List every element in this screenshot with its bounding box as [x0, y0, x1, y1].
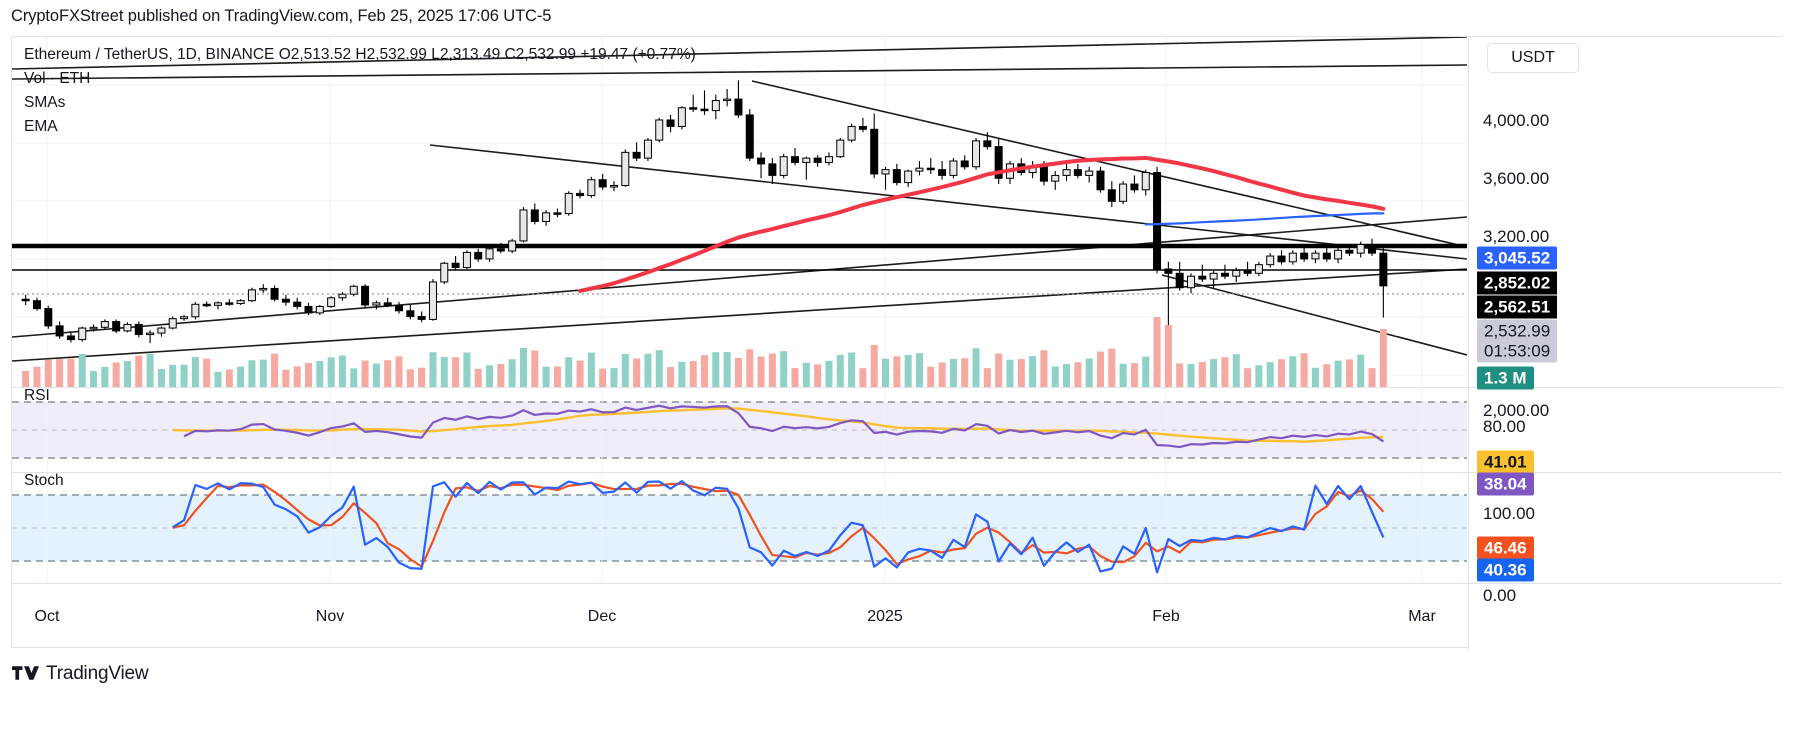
stoch-d-line [172, 481, 1385, 568]
rsi-plot-svg [12, 388, 1467, 472]
time-axis-label: Mar [1408, 608, 1436, 625]
price-vgridlines [46, 37, 1423, 387]
tradingview-wordmark: TradingView [46, 663, 149, 684]
volume-label[interactable]: 1.3 M [1477, 366, 1534, 390]
time-axis-label: 2025 [867, 608, 903, 625]
rsi-plot-area[interactable] [12, 388, 1467, 472]
rsi-label-value[interactable]: 38.04 [1477, 472, 1534, 496]
volume-overlay-svg [22, 317, 1387, 387]
stoch-label-k[interactable]: 40.36 [1477, 558, 1534, 582]
currency-button[interactable]: USDT [1487, 43, 1579, 73]
time-axis-label: Dec [587, 608, 617, 625]
price-label-sma-blue[interactable]: 3,045.52 [1477, 246, 1558, 270]
pane-separator-rsi-stoch [12, 472, 1781, 473]
scale-tick: 2,000.00 [1483, 401, 1550, 420]
sma-red-line [578, 155, 1386, 293]
stoch-plot-area[interactable] [12, 473, 1467, 583]
time-axis-label: Oct [34, 608, 60, 625]
rsi-ma-line [172, 407, 1384, 443]
candlestick-series [21, 80, 1388, 346]
rsi-pane[interactable]: RSI [12, 388, 1781, 472]
pane-separator-price-rsi [12, 387, 1781, 388]
pane-separator-stoch-time [12, 583, 1781, 584]
stoch-label-d[interactable]: 46.46 [1477, 536, 1534, 560]
price-scale[interactable]: USDT 4,000.00 3,600.00 3,200.00 2,000.00 3,0… [1468, 37, 1782, 649]
time-axis-label: Nov [315, 608, 345, 625]
chart-frame: Ethereum / TetherUS, 1D, BINANCE O2,513.… [11, 36, 1782, 649]
time-axis[interactable]: Oct Nov Dec 2025 Feb Mar [12, 584, 1781, 647]
sma-blue-line [1144, 212, 1385, 226]
scale-tick: 4,000.00 [1483, 111, 1550, 130]
rsi-vgridlines [46, 388, 1423, 472]
volume-bars [22, 317, 1387, 387]
stoch-k-line [172, 480, 1385, 574]
time-axis-labels: Oct Nov Dec 2025 Feb Mar [12, 584, 1467, 647]
stoch-pane[interactable]: Stoch [12, 473, 1781, 583]
publisher-caption: CryptoFXStreet published on TradingView.… [11, 7, 552, 25]
stoch-plot-svg [12, 473, 1467, 583]
scale-tick: 80.00 [1483, 417, 1526, 436]
stoch-band [12, 495, 1467, 561]
price-plot-area[interactable] [12, 37, 1467, 387]
price-label-line-2852[interactable]: 2,852.02 [1477, 271, 1558, 295]
stoch-vgridlines [46, 473, 1423, 583]
scale-tick: 3,200.00 [1483, 227, 1550, 246]
price-label-countdown[interactable]: 01:53:09 [1477, 339, 1558, 363]
time-axis-label: Feb [1152, 608, 1180, 625]
price-label-line-2562[interactable]: 2,562.51 [1477, 295, 1558, 319]
scale-separator-3 [1469, 583, 1782, 584]
price-label-last-close[interactable]: 2,532.99 [1477, 319, 1558, 343]
trendlines [12, 37, 1467, 362]
scale-tick: 100.00 [1483, 504, 1535, 523]
scale-separator-1 [1469, 387, 1782, 388]
scale-tick: 0.00 [1483, 586, 1517, 605]
rsi-band-edges [12, 401, 1467, 459]
stoch-band-edges [12, 494, 1467, 562]
rsi-label-ma[interactable]: 41.01 [1477, 450, 1534, 474]
tradingview-brand: TradingView [12, 663, 149, 685]
scale-separator-2 [1469, 472, 1782, 473]
rsi-value-line [183, 404, 1384, 449]
tradingview-logo-icon [12, 665, 39, 680]
scale-tick: 3,600.00 [1483, 169, 1550, 188]
